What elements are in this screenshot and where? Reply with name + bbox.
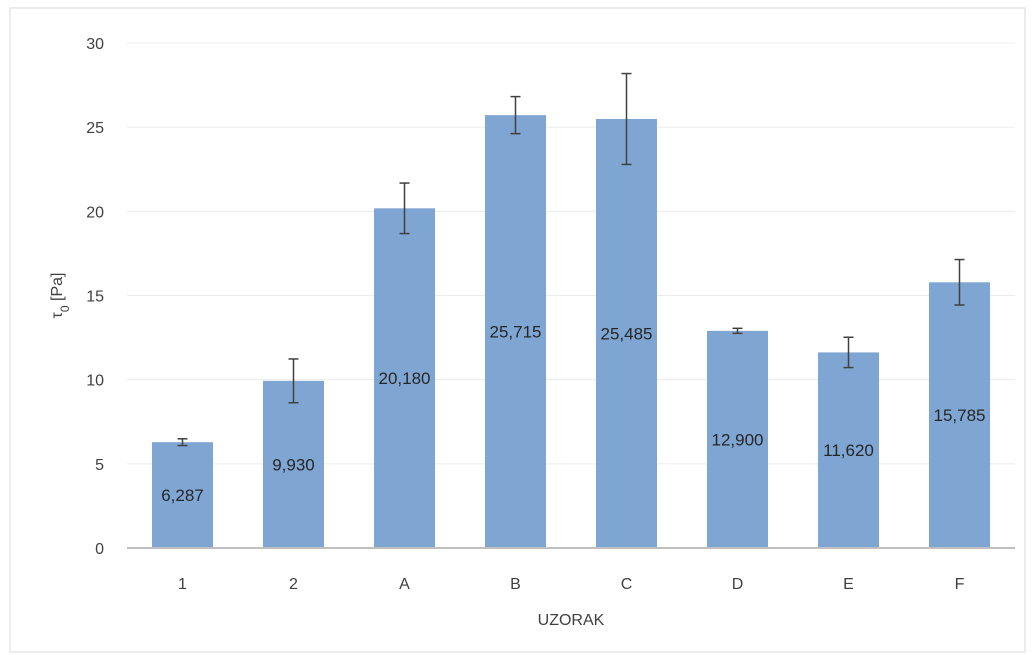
data-label-2: 9,930 (272, 455, 315, 474)
data-label-D: 12,900 (712, 430, 764, 449)
x-axis-ticks: 1 2 A B C D E F (178, 576, 965, 593)
bar-1 (151, 442, 214, 548)
x-tick-label: F (955, 576, 965, 593)
y-tick-label: 20 (86, 204, 104, 221)
error-bar-A (399, 182, 410, 235)
error-bar-1 (177, 438, 188, 447)
x-tick-label: A (399, 576, 410, 593)
bar-2 (262, 380, 325, 548)
error-bar-D (732, 327, 743, 335)
data-label-1: 6,287 (161, 486, 204, 505)
y-axis-title-unit: [Pa] (49, 273, 66, 306)
data-label-F: 15,785 (934, 406, 986, 425)
data-labels: 6,287 9,930 20,180 25,715 25,485 12,900 11,620… (161, 323, 985, 506)
x-tick-label: B (510, 576, 521, 593)
error-bar-F (954, 258, 965, 306)
error-bar-C (621, 72, 632, 166)
x-axis-title: UZORAK (538, 612, 605, 629)
data-label-B: 25,715 (490, 323, 542, 342)
bar-F (928, 282, 991, 548)
y-tick-label: 5 (95, 457, 104, 474)
bar-D (706, 330, 769, 548)
y-tick-label: 30 (86, 36, 104, 53)
y-axis-title-main: τ (49, 311, 66, 318)
error-bars (177, 72, 965, 447)
error-bar-2 (288, 358, 299, 404)
x-tick-label: 1 (178, 576, 187, 593)
y-axis-ticks: 0 5 10 15 20 25 30 (86, 36, 104, 558)
y-tick-label: 25 (86, 120, 104, 137)
bar-B (484, 115, 547, 549)
x-tick-label: E (843, 576, 854, 593)
x-tick-label: 2 (289, 576, 298, 593)
y-axis-title-subscript: 0 (58, 305, 72, 312)
y-axis-title: τ0 [Pa] (49, 273, 72, 319)
bar-A (373, 208, 436, 548)
data-label-E: 11,620 (823, 441, 874, 460)
y-tick-label: 15 (86, 289, 104, 306)
x-tick-label: D (732, 576, 744, 593)
bar-C (595, 119, 658, 548)
x-tick-label: C (621, 576, 633, 593)
error-bar-B (510, 95, 521, 135)
y-tick-label: 0 (95, 541, 104, 558)
error-bar-E (843, 336, 854, 369)
bar-E (817, 352, 880, 548)
data-label-A: 20,180 (379, 369, 431, 388)
y-tick-label: 10 (86, 373, 104, 390)
data-label-C: 25,485 (601, 325, 653, 344)
bars (151, 115, 991, 549)
